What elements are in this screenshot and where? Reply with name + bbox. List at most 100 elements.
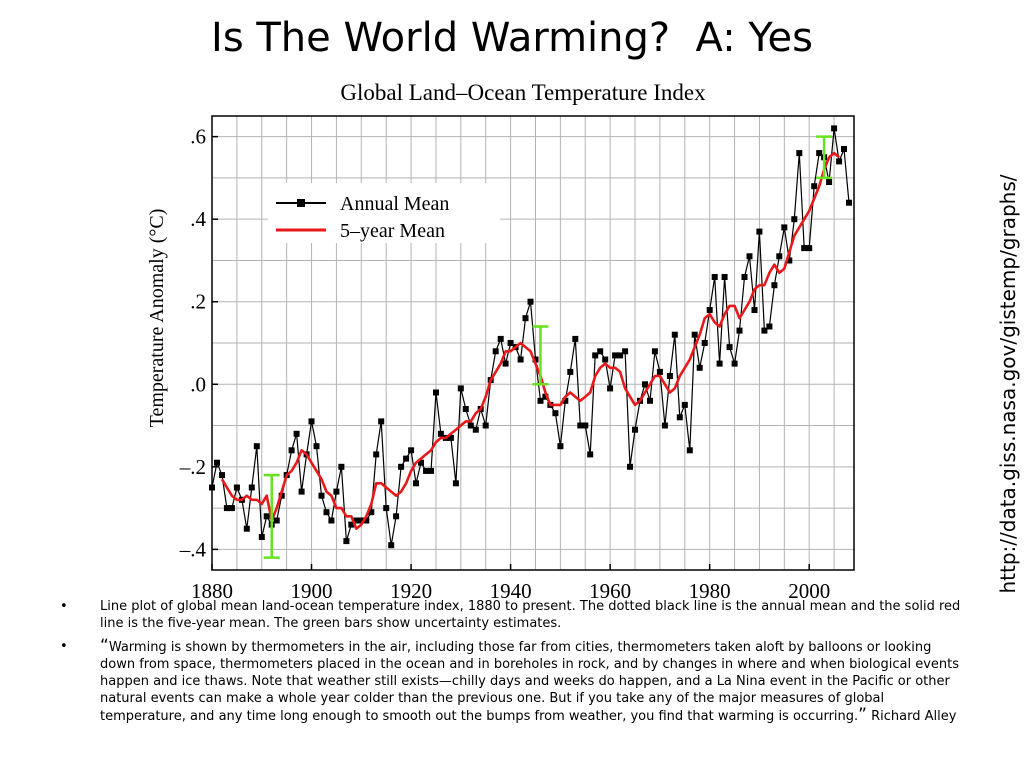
- annual-mean-point: [318, 492, 325, 499]
- annual-mean-point: [437, 430, 444, 437]
- y-tick-label: .0: [190, 372, 206, 396]
- annual-mean-point: [517, 356, 524, 363]
- annual-mean-point: [721, 274, 728, 280]
- annual-mean-point: [368, 509, 375, 516]
- source-url: http://data.giss.nasa.gov/gistemp/graphs…: [990, 160, 1024, 608]
- legend-annual-label: Annual Mean: [340, 193, 449, 215]
- y-tick-label: –.2: [179, 455, 206, 479]
- five-year-mean-line: [220, 151, 840, 531]
- annual-mean-point: [651, 348, 658, 355]
- annual-mean-point: [846, 199, 852, 206]
- annual-mean-point: [627, 463, 633, 470]
- annual-mean-point: [313, 443, 320, 450]
- annual-mean-point: [557, 443, 564, 450]
- annual-mean-point: [597, 348, 604, 355]
- annual-mean-point: [542, 393, 549, 400]
- annual-mean-point: [423, 467, 429, 474]
- annual-mean-point: [223, 505, 230, 512]
- y-tick-label: .6: [190, 125, 206, 149]
- annual-mean-point: [617, 352, 624, 359]
- annual-mean-point: [532, 356, 539, 363]
- annual-mean-point: [696, 364, 703, 371]
- annual-mean-point: [826, 179, 833, 185]
- annual-mean-point: [328, 517, 335, 524]
- legend: Annual Mean 5–year Mean: [268, 183, 500, 243]
- annual-mean-point: [363, 517, 370, 524]
- annual-mean-point: [258, 534, 265, 540]
- annual-mean-point: [736, 327, 743, 334]
- annual-mean-point: [288, 447, 295, 454]
- annual-mean-point: [751, 307, 758, 313]
- annual-mean-point: [333, 488, 340, 495]
- quote-attribution: Richard Alley: [866, 709, 957, 724]
- annual-mean-point: [577, 422, 584, 429]
- source-url-text: http://data.giss.nasa.gov/gistemp/graphs…: [996, 174, 1020, 594]
- annual-mean-point: [482, 422, 489, 429]
- uncertainty-bars: [263, 135, 833, 559]
- annual-mean-point: [587, 451, 594, 458]
- bullet-text: Line plot of global mean land-ocean temp…: [100, 599, 961, 631]
- annual-mean-point: [388, 542, 395, 549]
- close-quote: ”: [858, 705, 867, 725]
- annual-mean-point: [273, 517, 280, 524]
- annual-mean-point: [647, 397, 653, 404]
- annual-mean-point: [353, 517, 360, 524]
- annual-mean-point: [219, 472, 225, 479]
- annual-mean-point: [716, 360, 723, 367]
- annual-mean-point: [632, 426, 638, 433]
- annual-mean-point: [786, 257, 793, 264]
- annual-mean-point: [472, 426, 479, 433]
- annual-mean-point: [428, 467, 434, 474]
- x-tick-label: 1960: [589, 579, 631, 602]
- x-axis-ticks: 1880 1900 1920 1940 1960 1980 2000: [191, 564, 830, 602]
- annual-mean-point: [348, 521, 355, 528]
- annual-mean-point: [323, 509, 330, 516]
- annual-mean-point: [681, 401, 688, 408]
- annual-mean-point: [642, 381, 648, 388]
- annual-mean-point: [841, 146, 847, 152]
- annual-mean-point: [383, 505, 390, 512]
- annual-mean-point: [502, 360, 509, 367]
- x-tick-label: 1940: [490, 579, 532, 602]
- annual-mean-point: [393, 513, 400, 520]
- annual-mean-point: [706, 307, 713, 313]
- annual-mean-point: [756, 228, 763, 235]
- annual-mean-point: [253, 443, 260, 450]
- annual-mean-point: [607, 385, 614, 392]
- annual-mean-point: [766, 323, 773, 330]
- annual-mean-point: [293, 430, 300, 437]
- chart-title: Global Land–Ocean Temperature Index: [340, 80, 706, 105]
- annual-mean-point: [243, 525, 250, 532]
- annual-mean-point: [228, 505, 235, 512]
- annual-mean-point: [522, 315, 529, 322]
- plot-frame: [211, 115, 855, 571]
- annual-mean-point: [467, 422, 474, 429]
- annual-mean-point: [263, 513, 270, 520]
- slide-title: Is The World Warming? A: Yes: [211, 15, 813, 61]
- legend-5yr-label: 5–year Mean: [340, 220, 445, 242]
- annual-mean-point: [358, 517, 365, 524]
- annual-mean-point: [527, 298, 534, 305]
- annual-mean-point: [497, 335, 504, 342]
- annual-mean-point: [537, 397, 544, 404]
- x-tick-label: 1920: [390, 579, 432, 602]
- legend-box: [268, 183, 500, 243]
- annual-mean-point: [457, 385, 464, 392]
- annual-mean-point: [711, 274, 718, 280]
- annual-mean-point: [761, 327, 768, 334]
- y-tick-label: –.4: [179, 537, 207, 561]
- annual-mean-point: [811, 183, 818, 190]
- annual-mean-point: [233, 484, 240, 491]
- y-tick-label: .2: [190, 290, 206, 314]
- annual-mean-point: [661, 422, 668, 429]
- x-tick-label: 1900: [291, 579, 333, 602]
- bullet-list: Line plot of global mean land-ocean temp…: [60, 598, 970, 731]
- x-tick-label: 2000: [788, 579, 830, 602]
- bullet-item: “Warming is shown by thermometers in the…: [60, 638, 970, 725]
- annual-mean-point: [676, 414, 683, 421]
- annual-mean-point: [796, 150, 803, 157]
- open-quote: “: [100, 636, 109, 656]
- annual-mean-point: [403, 455, 410, 462]
- annual-mean-point: [378, 418, 385, 425]
- annual-mean-point: [214, 459, 220, 466]
